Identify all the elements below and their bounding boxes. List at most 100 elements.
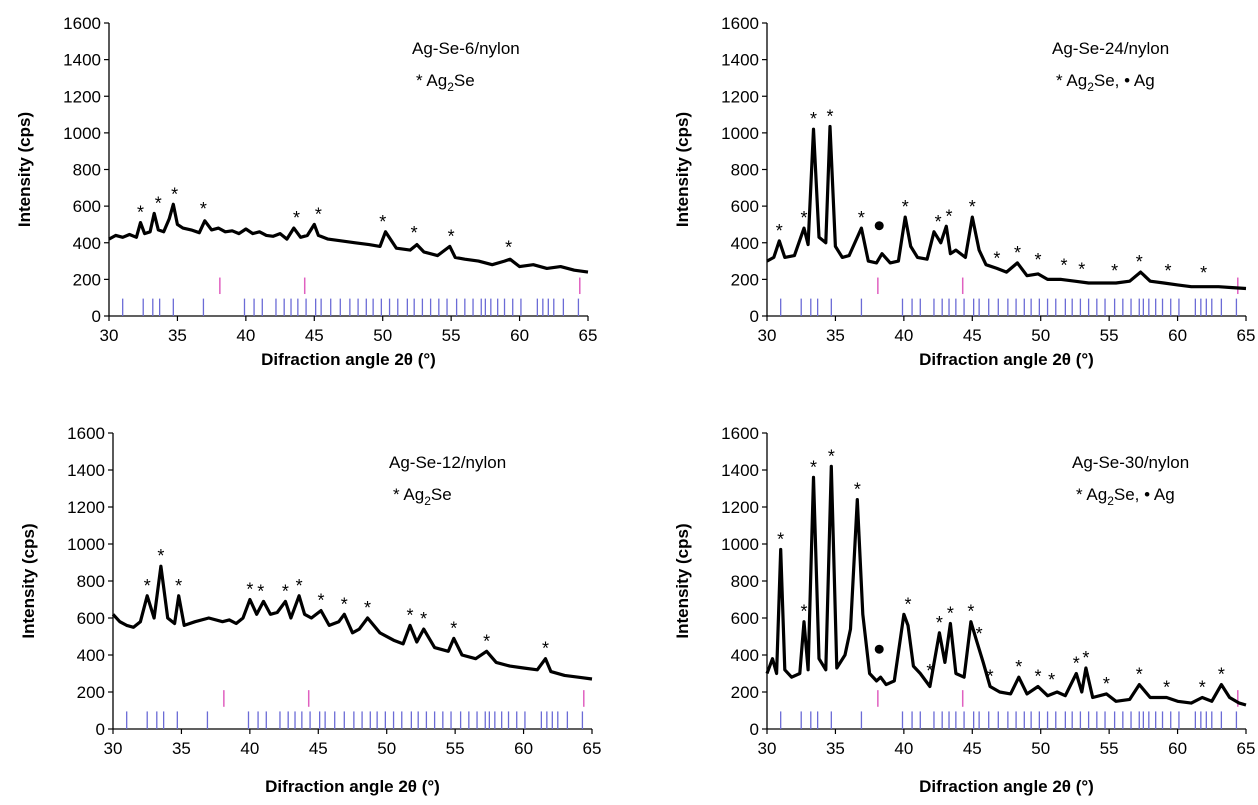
x-tick-label: 50 — [1031, 326, 1050, 345]
ag2se-peak-marker: * — [406, 605, 413, 625]
ag2se-peak-marker: * — [1034, 666, 1041, 686]
ag2se-peak-marker: * — [282, 581, 289, 601]
ag2se-peak-marker: * — [144, 576, 151, 596]
xrd-panel-2: 0 200 400 600 800 1000 1200 1400 1600 30 35 40 45 50 5… — [673, 14, 1255, 369]
ag2se-peak-marker: * — [1082, 648, 1089, 668]
x-tick-label: 40 — [894, 739, 913, 758]
x-tick-label: 40 — [240, 739, 259, 758]
ag2se-peak-marker: * — [1048, 670, 1055, 690]
y-tick-label: 400 — [731, 646, 759, 665]
ag2se-peak-marker: * — [858, 208, 865, 228]
ag2se-peak-marker: * — [175, 576, 182, 596]
phase-label: * Ag2Se, • Ag — [1076, 485, 1175, 508]
ag2se-peak-marker: * — [946, 206, 953, 226]
phase-label-subscript: 2 — [1107, 494, 1114, 508]
x-tick-label: 35 — [826, 326, 845, 345]
y-tick-label: 200 — [73, 270, 101, 289]
xrd-trace — [111, 564, 593, 681]
y-tick-label: 1400 — [63, 51, 101, 70]
y-tick-label: 600 — [73, 197, 101, 216]
ag2se-peak-marker: * — [1060, 256, 1067, 276]
ag2se-peak-marker: * — [777, 530, 784, 550]
ag2se-peak-marker: * — [315, 204, 322, 224]
x-tick-label: 45 — [305, 326, 324, 345]
x-tick-label: 30 — [100, 326, 119, 345]
x-tick-label: 35 — [826, 739, 845, 758]
x-tick-label: 30 — [758, 739, 777, 758]
ag2se-peak-marker: * — [1218, 665, 1225, 685]
ag2se-peak-marker: * — [967, 602, 974, 622]
y-tick-label: 800 — [731, 161, 759, 180]
x-tick-label: 40 — [236, 326, 255, 345]
y-tick-label: 1000 — [67, 535, 105, 554]
y-tick-label: 1200 — [721, 498, 759, 517]
phase-label-rest: Se — [431, 485, 452, 504]
x-tick-label: 65 — [579, 326, 598, 345]
y-axis-label: Intensity (cps) — [19, 523, 38, 638]
ag2se-peak-marker: * — [936, 613, 943, 633]
x-tick-label: 45 — [309, 739, 328, 758]
phase-label-subscript: 2 — [424, 494, 431, 508]
x-tick-label: 35 — [172, 739, 191, 758]
ag2se-peak-marker: * — [826, 106, 833, 126]
x-tick-label: 35 — [168, 326, 187, 345]
phase-label: * Ag2Se, • Ag — [1056, 71, 1155, 94]
y-tick-label: 0 — [96, 720, 105, 739]
x-tick-label: 45 — [963, 739, 982, 758]
ag2se-peak-marker: * — [448, 226, 455, 246]
phase-label-prefix: * Ag — [416, 71, 447, 90]
ag2se-peak-marker: * — [800, 208, 807, 228]
ag2se-peak-marker: * — [935, 212, 942, 232]
y-tick-label: 1400 — [67, 461, 105, 480]
ag2se-peak-marker: * — [1199, 678, 1206, 698]
ag2se-peak-marker: * — [137, 203, 144, 223]
ag2se-peak-marker: * — [828, 446, 835, 466]
x-tick-label: 40 — [894, 326, 913, 345]
y-tick-label: 1200 — [63, 87, 101, 106]
x-tick-label: 65 — [1237, 739, 1256, 758]
ag2se-peak-marker: * — [1200, 263, 1207, 283]
x-tick-label: 60 — [1168, 739, 1187, 758]
x-tick-label: 55 — [1100, 739, 1119, 758]
ag2se-peak-marker: * — [296, 576, 303, 596]
y-tick-label: 200 — [77, 683, 105, 702]
xrd-trace — [765, 464, 1247, 707]
xrd-trace — [108, 202, 589, 274]
ag2se-peak-marker: * — [1103, 674, 1110, 694]
ag2se-peak-marker: * — [810, 109, 817, 129]
phase-label: * Ag2Se — [416, 71, 475, 94]
sample-label: Ag-Se-6/nylon — [412, 39, 520, 58]
ag2se-peak-marker: * — [1163, 678, 1170, 698]
ag2se-peak-marker: * — [1078, 259, 1085, 279]
ag2se-peak-marker: * — [1136, 252, 1143, 272]
y-tick-label: 200 — [731, 683, 759, 702]
ag2se-peak-marker: * — [318, 591, 325, 611]
ag2se-peak-marker: * — [1015, 657, 1022, 677]
phase-label-rest: Se, • Ag — [1094, 71, 1155, 90]
phase-label: * Ag2Se — [393, 485, 452, 508]
xrd-panel-1: 0 200 400 600 800 1000 1200 1400 1600 30 35 40 45 50 5… — [15, 14, 597, 369]
y-tick-label: 600 — [731, 609, 759, 628]
ag2se-peak-marker: * — [810, 457, 817, 477]
y-tick-label: 0 — [750, 307, 759, 326]
x-tick-label: 45 — [963, 326, 982, 345]
y-tick-label: 600 — [731, 197, 759, 216]
x-tick-label: 55 — [442, 326, 461, 345]
phase-label-subscript: 2 — [447, 80, 454, 94]
phase-label-rest: Se — [454, 71, 475, 90]
ag2se-peak-marker: * — [902, 197, 909, 217]
phase-label-prefix: * Ag — [393, 485, 424, 504]
ag2se-peak-marker: * — [1073, 654, 1080, 674]
xrd-panel-3: 0 200 400 600 800 1000 1200 1400 1600 30 35 40 45 50 5… — [19, 424, 601, 796]
y-tick-label: 1600 — [67, 424, 105, 443]
ag2se-peak-marker: * — [1111, 261, 1118, 281]
ag2se-peak-marker: * — [854, 480, 861, 500]
sample-label: Ag-Se-12/nylon — [389, 453, 506, 472]
x-tick-label: 65 — [583, 739, 602, 758]
x-tick-label: 60 — [514, 739, 533, 758]
y-axis-label: Intensity (cps) — [673, 523, 692, 638]
x-tick-label: 30 — [104, 739, 123, 758]
y-tick-label: 1600 — [63, 14, 101, 33]
ag2se-peak-marker: * — [947, 604, 954, 624]
